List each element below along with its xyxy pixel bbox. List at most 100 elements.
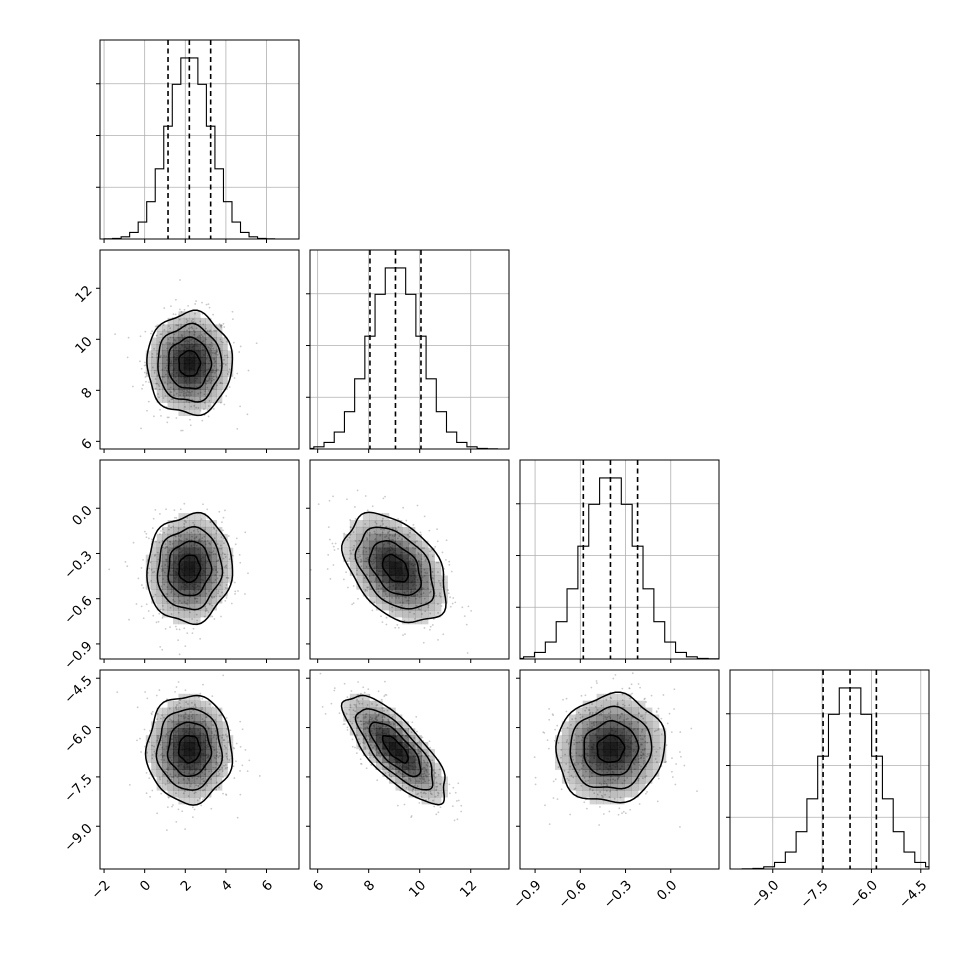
density-cell [638,776,646,784]
scatter-point [164,543,167,546]
density-cell [173,376,179,384]
density-cell [554,735,563,743]
density-cell [401,568,409,576]
scatter-point [580,755,582,758]
density-cell [222,383,228,390]
scatter-point [386,709,389,712]
scatter-point [206,330,209,332]
scatter-point [179,394,182,397]
scatter-point [357,693,359,696]
scatter-point [659,746,661,749]
scatter-point [567,779,570,782]
scatter-point [359,726,362,729]
density-cell [162,589,168,597]
scatter-point [212,550,215,553]
density-cell [205,589,212,597]
contour-level-3 [144,694,234,806]
scatter-point [351,603,354,606]
scatter-point [160,792,163,795]
density-cell [151,742,157,750]
scatter-point [382,714,385,717]
scatter-point [367,688,370,691]
density-cell [156,714,163,722]
density-cell [167,748,174,757]
scatter-point [358,702,361,705]
scatter-point [170,719,173,722]
density-cell [375,520,383,528]
density-cell [200,735,206,743]
scatter-point [640,743,643,746]
density-cell [205,707,212,715]
density-cell [408,554,416,562]
density-cell [624,728,632,736]
scatter-point [437,612,439,614]
scatter-point [150,332,152,335]
scatter-point [383,716,386,719]
scatter-point [333,687,336,690]
density-cell [167,520,174,528]
density-cell [631,748,639,757]
scatter-point [400,604,403,607]
scatter-point [193,792,196,795]
density-cell [151,350,157,358]
scatter-point [584,694,587,697]
scatter-point [397,771,400,774]
density-cell [434,589,442,597]
scatter-point [222,529,224,532]
density-cell [173,575,179,583]
scatter-point [199,692,202,695]
scatter-point [429,628,431,631]
density-cell [603,755,611,764]
scatter-point [127,336,130,339]
density-cell [434,783,442,791]
density-cell [401,540,409,549]
scatter-point [650,694,653,697]
density-cell [145,350,152,358]
scatter-point [359,758,362,761]
scatter-point [145,380,147,383]
scatter-point [212,766,215,769]
density-cell [156,363,163,371]
density-cell [156,742,163,750]
density-cell [211,554,217,562]
scatter-point [641,729,644,731]
x-tick-label: 6 [259,877,276,894]
density-cell [428,776,435,784]
scatter-point [144,376,147,378]
scatter-point [645,721,648,724]
scatter-point [203,393,206,396]
scatter-point [640,730,643,733]
scatter-point [199,637,202,640]
scatter-point [219,754,221,757]
density-cell [624,707,632,715]
density-cell [178,520,185,528]
y-tick-label: −9.0 [61,821,95,855]
scatter-point [332,564,335,566]
scatter-point [608,712,610,715]
scatter-point [212,369,215,372]
scatter-point [431,570,434,573]
scatter-point [199,797,201,800]
density-cell [596,790,604,798]
density-cell [382,561,390,569]
density-cell [189,383,196,390]
scatter-point [164,547,167,550]
density-cell [575,707,584,715]
scatter-point [190,531,193,534]
density-cell [356,526,364,535]
scatter-point [600,794,603,797]
scatter-point [160,414,162,417]
scatter-point [186,329,188,332]
density-cell [189,728,196,736]
scatter-point [182,778,185,781]
density-cell [589,762,597,770]
scatter-point [424,571,427,574]
density-cell [408,762,416,770]
density-cell [603,728,611,736]
scatter-point [216,577,219,580]
scatter-point [436,540,439,543]
scatter-point [213,352,216,355]
contour-level-0 [381,553,410,583]
scatter-point [235,537,238,540]
density-cell [200,370,206,377]
